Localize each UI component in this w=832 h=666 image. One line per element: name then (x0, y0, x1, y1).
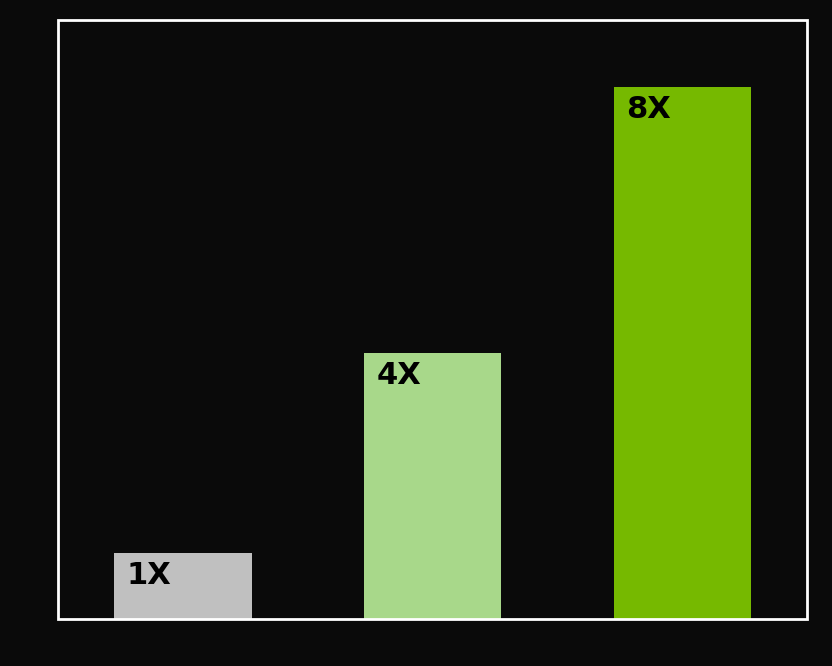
Bar (58, 20, 807, 619)
Bar (115, 553, 252, 619)
Text: 8X: 8X (626, 95, 671, 124)
Text: 4X: 4X (376, 361, 421, 390)
Text: 1X: 1X (126, 561, 171, 590)
Bar (613, 87, 751, 619)
Bar (364, 353, 501, 619)
